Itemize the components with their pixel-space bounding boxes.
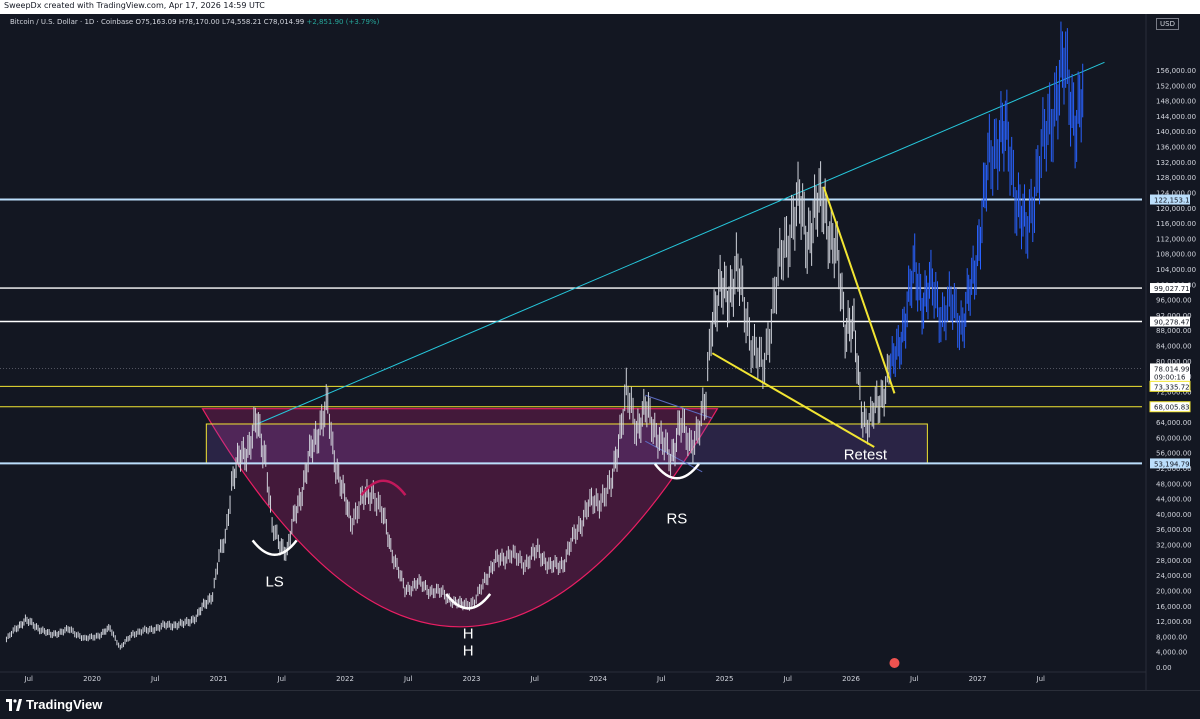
price-label-box (1150, 283, 1190, 294)
price-label-box (1150, 458, 1190, 469)
price-label-text: 09:00:16 (1154, 374, 1186, 382)
y-tick-label: 48,000.00 (1156, 480, 1192, 488)
x-tick-label: 2026 (842, 675, 860, 683)
x-tick-label: Jul (530, 675, 540, 683)
y-tick-label: 56,000.00 (1156, 450, 1192, 458)
y-tick-label: 120,000.00 (1156, 205, 1196, 213)
y-tick-label: 132,000.00 (1156, 159, 1196, 167)
y-tick-label: 156,000.00 (1156, 67, 1196, 75)
price-label-text: 53,194.79 (1154, 460, 1190, 468)
brand-label: TradingView (26, 697, 103, 712)
y-tick-label: 72,000.00 (1156, 388, 1192, 396)
ascending-trendline (256, 61, 1105, 425)
y-tick-label: 28,000.00 (1156, 557, 1192, 565)
x-tick-label: 2022 (336, 675, 354, 683)
x-tick-label: 2027 (969, 675, 987, 683)
y-tick-label: 104,000.00 (1156, 266, 1196, 274)
y-tick-label: 60,000.00 (1156, 434, 1192, 442)
price-label-box (1150, 194, 1190, 205)
pattern-label-0: LS (265, 574, 283, 591)
y-tick-label: 136,000.00 (1156, 144, 1196, 152)
x-tick-label: Jul (783, 675, 793, 683)
x-tick-label: Jul (656, 675, 666, 683)
x-tick-label: 2024 (589, 675, 607, 683)
y-tick-label: 44,000.00 (1156, 496, 1192, 504)
y-tick-label: 140,000.00 (1156, 128, 1196, 136)
x-tick-label: 2020 (83, 675, 101, 683)
pattern-arc-2 (653, 463, 700, 480)
price-label-text: 122,153.12 (1154, 197, 1194, 205)
y-tick-label: 0.00 (1156, 664, 1172, 672)
x-tick-label: 2023 (463, 675, 481, 683)
y-tick-label: 108,000.00 (1156, 251, 1196, 259)
y-tick-label: 152,000.00 (1156, 82, 1196, 90)
ohlc-high: H78,170.00 (178, 18, 220, 26)
pattern-label-4: Retest (844, 447, 888, 464)
y-tick-label: 12,000.00 (1156, 618, 1192, 626)
y-tick-label: 124,000.00 (1156, 189, 1196, 197)
y-tick-label: 80,000.00 (1156, 358, 1192, 366)
y-tick-label: 128,000.00 (1156, 174, 1196, 182)
x-tick-label: 2021 (210, 675, 228, 683)
y-tick-label: 20,000.00 (1156, 587, 1192, 595)
x-tick-label: Jul (277, 675, 287, 683)
y-tick-label: 112,000.00 (1156, 235, 1196, 243)
pattern-label-3: RS (666, 510, 687, 527)
price-label-text: 78,014.99 (1154, 365, 1190, 373)
price-label-text: 99,027.71 (1154, 285, 1190, 293)
y-tick-label: 96,000.00 (1156, 297, 1192, 305)
credit-text: SweepDx created with TradingView.com, Ap… (4, 1, 265, 10)
ohlc-close: C78,014.99 (263, 18, 305, 26)
pattern-arc-1 (445, 593, 492, 610)
y-tick-label: 8,000.00 (1156, 633, 1187, 641)
y-tick-label: 16,000.00 (1156, 603, 1192, 611)
x-tick-label: Jul (150, 675, 160, 683)
y-tick-label: 88,000.00 (1156, 327, 1192, 335)
y-tick-label: 116,000.00 (1156, 220, 1196, 228)
ohlc-open: O75,163.09 (135, 18, 177, 26)
price-label-box (1149, 380, 1191, 392)
yellow-trendline-1 (822, 186, 896, 394)
chart-area[interactable]: Bitcoin / U.S. Dollar · 1D · Coinbase O7… (0, 14, 1200, 690)
ohlc-change: +2,851.90 (+3.79%) (306, 18, 380, 26)
y-tick-label: 84,000.00 (1156, 343, 1192, 351)
x-tick-label: Jul (1036, 675, 1046, 683)
pattern-label-2: H (463, 643, 474, 660)
price-label-box (1149, 401, 1191, 413)
ohlc-low: L74,558.21 (221, 18, 262, 26)
x-tick-label: 2025 (716, 675, 734, 683)
price-label-text: 90,278.47 (1154, 319, 1190, 327)
yellow-trendline-0 (711, 352, 875, 448)
currency-badge[interactable]: USD (1156, 18, 1179, 30)
price-label-text: 73,335.72 (1154, 383, 1190, 391)
y-tick-label: 52,000.00 (1156, 465, 1192, 473)
symbol-info: Bitcoin / U.S. Dollar · 1D · Coinbase O7… (10, 18, 379, 26)
tradingview-logo-icon (6, 699, 22, 711)
y-tick-label: 40,000.00 (1156, 511, 1192, 519)
price-label-box (1150, 371, 1190, 382)
price-label-text: 68,005.83 (1154, 404, 1190, 412)
event-marker-icon (889, 658, 900, 668)
y-tick-label: 36,000.00 (1156, 526, 1192, 534)
price-label-box (1150, 363, 1190, 374)
price-chart[interactable]: LS HH RS Retest 156,000.00 152,000.00 148,000.… (0, 14, 1200, 690)
watermark-header: SweepDx created with TradingView.com, Ap… (0, 0, 1200, 14)
footer-bar: TradingView (0, 690, 1200, 719)
price-label-box (1150, 316, 1190, 327)
x-tick-label: Jul (403, 675, 413, 683)
pattern-label-1: H (463, 625, 474, 642)
symbol-name: Bitcoin / U.S. Dollar · 1D · Coinbase (10, 18, 134, 26)
y-tick-label: 148,000.00 (1156, 98, 1196, 106)
y-tick-label: 32,000.00 (1156, 542, 1192, 550)
pattern-arc-3 (360, 479, 407, 496)
y-tick-label: 64,000.00 (1156, 419, 1192, 427)
x-tick-label: Jul (24, 675, 34, 683)
y-tick-label: 144,000.00 (1156, 113, 1196, 121)
pattern-arc-0 (251, 539, 298, 556)
x-tick-label: Jul (909, 675, 919, 683)
y-tick-label: 92,000.00 (1156, 312, 1192, 320)
y-tick-label: 4,000.00 (1156, 649, 1187, 657)
y-tick-label: 24,000.00 (1156, 572, 1192, 580)
